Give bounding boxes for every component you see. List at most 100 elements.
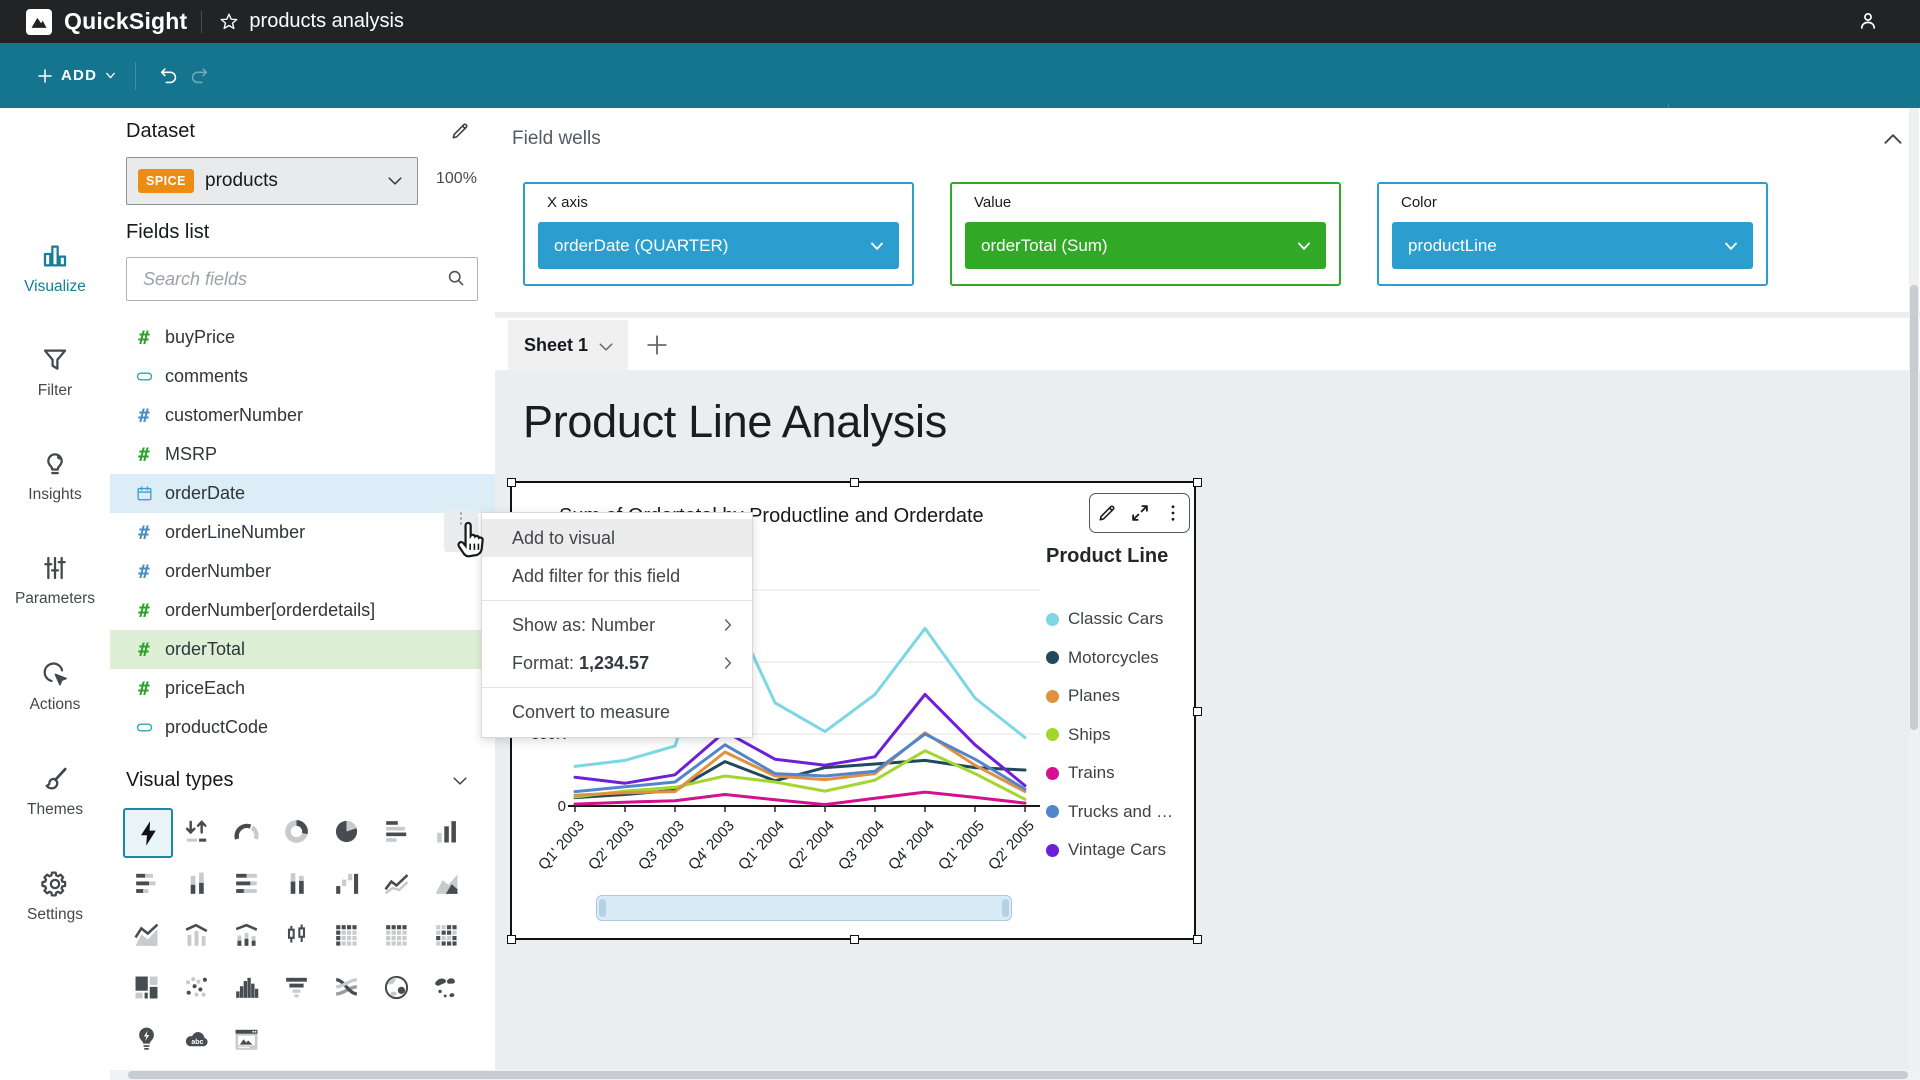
legend-item-trains[interactable]: Trains [1046,763,1115,783]
visual-type-treemap[interactable] [123,964,169,1010]
menu-item-add-filter-for-this-field[interactable]: Add filter for this field [512,566,681,586]
add-button[interactable]: ADD [36,67,117,85]
visual-type-scatter[interactable] [173,964,219,1010]
field-row-orderNumber[orderdetails][interactable]: # orderNumber[orderdetails] [110,591,495,630]
visual-type-word-cloud[interactable]: abc [173,1016,219,1062]
visual-menu-kebab-icon[interactable] [1163,503,1183,523]
visual-type-vertical-stacked-bar[interactable] [273,860,319,906]
legend-item-vintage-cars[interactable]: Vintage Cars [1046,840,1166,860]
sidebar-item-filter[interactable]: Filter [0,344,110,400]
visual-type-kpi[interactable] [173,808,219,854]
legend-item-trucks-and-[interactable]: Trucks and … [1046,802,1173,822]
visual-type-table[interactable] [373,912,419,958]
well-field-pill[interactable]: orderTotal (Sum) [965,222,1326,269]
field-row-priceEach[interactable]: # priceEach [110,669,495,708]
edit-visual-pencil-icon[interactable] [1096,502,1118,524]
visual-type-vertical-bar[interactable] [423,808,469,854]
sidebar-item-parameters[interactable]: Parameters [0,552,110,608]
search-fields-input[interactable] [141,258,435,300]
field-row-productCode[interactable]: productCode [110,708,495,747]
visual-type-heatmap[interactable] [423,912,469,958]
x-axis-tick-label: Q3' 2004 [835,817,888,873]
visual-type-insights[interactable] [123,1016,169,1062]
field-options-kebab-button[interactable]: ⋮ [444,510,478,552]
field-row-orderLineNumber[interactable]: # orderLineNumber [110,513,495,552]
scrollbar-right-cap[interactable] [1002,899,1009,917]
user-menu-icon[interactable] [1856,9,1880,33]
selection-handle[interactable] [850,935,859,944]
edit-dataset-pencil-icon[interactable] [449,120,471,142]
add-sheet-button[interactable] [642,330,672,360]
sankey-icon [331,972,362,1003]
visual-type-pivot-table[interactable] [323,912,369,958]
visual-type-area-line[interactable] [123,912,169,958]
visual-type-box-plot[interactable] [273,912,319,958]
menu-item-convert-to-measure[interactable]: Convert to measure [512,702,671,722]
vertical-scrollbar-thumb[interactable] [1910,285,1918,730]
visual-type-filled-map[interactable] [373,964,419,1010]
selection-handle[interactable] [1193,478,1202,487]
legend-item-planes[interactable]: Planes [1046,686,1120,706]
field-name: priceEach [165,678,246,698]
sidebar-item-visualize[interactable]: Visualize [0,240,110,296]
visual-type-area[interactable] [423,860,469,906]
well-field-pill[interactable]: productLine [1392,222,1753,269]
field-name: MSRP [165,444,218,464]
well-field-pill[interactable]: orderDate (QUARTER) [538,222,899,269]
visual-type-auto-graph[interactable] [123,808,173,858]
collapse-field-wells-chevron-icon[interactable] [1880,126,1906,152]
field-row-comments[interactable]: comments [110,357,495,396]
selection-handle[interactable] [507,478,516,487]
visual-type-line[interactable] [373,860,419,906]
field-row-customerNumber[interactable]: # customerNumber [110,396,495,435]
sidebar-item-actions[interactable]: Actions [0,658,110,714]
visual-type-horizontal-stacked-100[interactable] [223,860,269,906]
search-icon[interactable] [445,267,467,289]
field-row-orderNumber[interactable]: # orderNumber [110,552,495,591]
sidebar-item-themes[interactable]: Themes [0,763,110,819]
selection-handle[interactable] [1193,935,1202,944]
menu-item-show-as-number[interactable]: Show as: Number [482,606,752,644]
visual-type-donut[interactable] [273,808,319,854]
legend-item-classic-cars[interactable]: Classic Cars [1046,609,1163,629]
favorite-star-icon[interactable] [218,11,240,33]
sidebar-item-settings[interactable]: Settings [0,868,110,924]
dataset-dropdown[interactable]: SPICE products [126,157,418,205]
legend-item-motorcycles[interactable]: Motorcycles [1046,648,1159,668]
field-row-orderTotal[interactable]: # orderTotal [110,630,495,669]
quicksight-logo-icon[interactable] [26,8,52,35]
redo-button[interactable] [184,61,214,91]
selection-handle[interactable] [850,478,859,487]
visual-type-bar-line-combo[interactable] [173,912,219,958]
visual-type-sankey[interactable] [323,964,369,1010]
visual-type-histogram[interactable] [223,964,269,1010]
scrollbar-left-cap[interactable] [599,899,606,917]
x-axis-tick-label: Q4' 2003 [685,817,738,873]
visual-type-funnel-chart[interactable] [273,964,319,1010]
undo-button[interactable] [154,61,184,91]
visual-type-waterfall[interactable] [323,860,369,906]
field-row-buyPrice[interactable]: # buyPrice [110,318,495,357]
maximize-visual-icon[interactable] [1129,502,1151,524]
visual-type-pie[interactable] [323,808,369,854]
menu-item-format-[interactable]: Format: 1,234.57 [482,644,752,682]
legend-item-ships[interactable]: Ships [1046,725,1111,745]
selection-handle[interactable] [1193,707,1202,716]
horizontal-scrollbar-thumb[interactable] [128,1071,1908,1079]
menu-item-add-to-visual[interactable]: Add to visual [482,519,752,557]
field-row-MSRP[interactable]: # MSRP [110,435,495,474]
tab-sheet-1[interactable]: Sheet 1 [508,320,629,370]
selection-handle[interactable] [507,935,516,944]
visual-type-horizontal-bar[interactable] [373,808,419,854]
field-row-orderDate[interactable]: orderDate [110,474,495,513]
sidebar-item-insights[interactable]: Insights [0,448,110,504]
visual-type-points-map[interactable] [423,964,469,1010]
visual-type-custom-visual[interactable] [223,1016,269,1062]
collapse-visual-types-chevron-icon[interactable] [450,771,470,791]
visual-type-vertical-bar-pair[interactable] [173,860,219,906]
visual-type-horizontal-stacked-bar[interactable] [123,860,169,906]
x-axis-tick-label: Q1' 2003 [535,817,588,873]
visual-type-gauge[interactable] [223,808,269,854]
visual-type-stacked-bar-line[interactable] [223,912,269,958]
chart-horizontal-scrollbar[interactable] [596,895,1012,921]
